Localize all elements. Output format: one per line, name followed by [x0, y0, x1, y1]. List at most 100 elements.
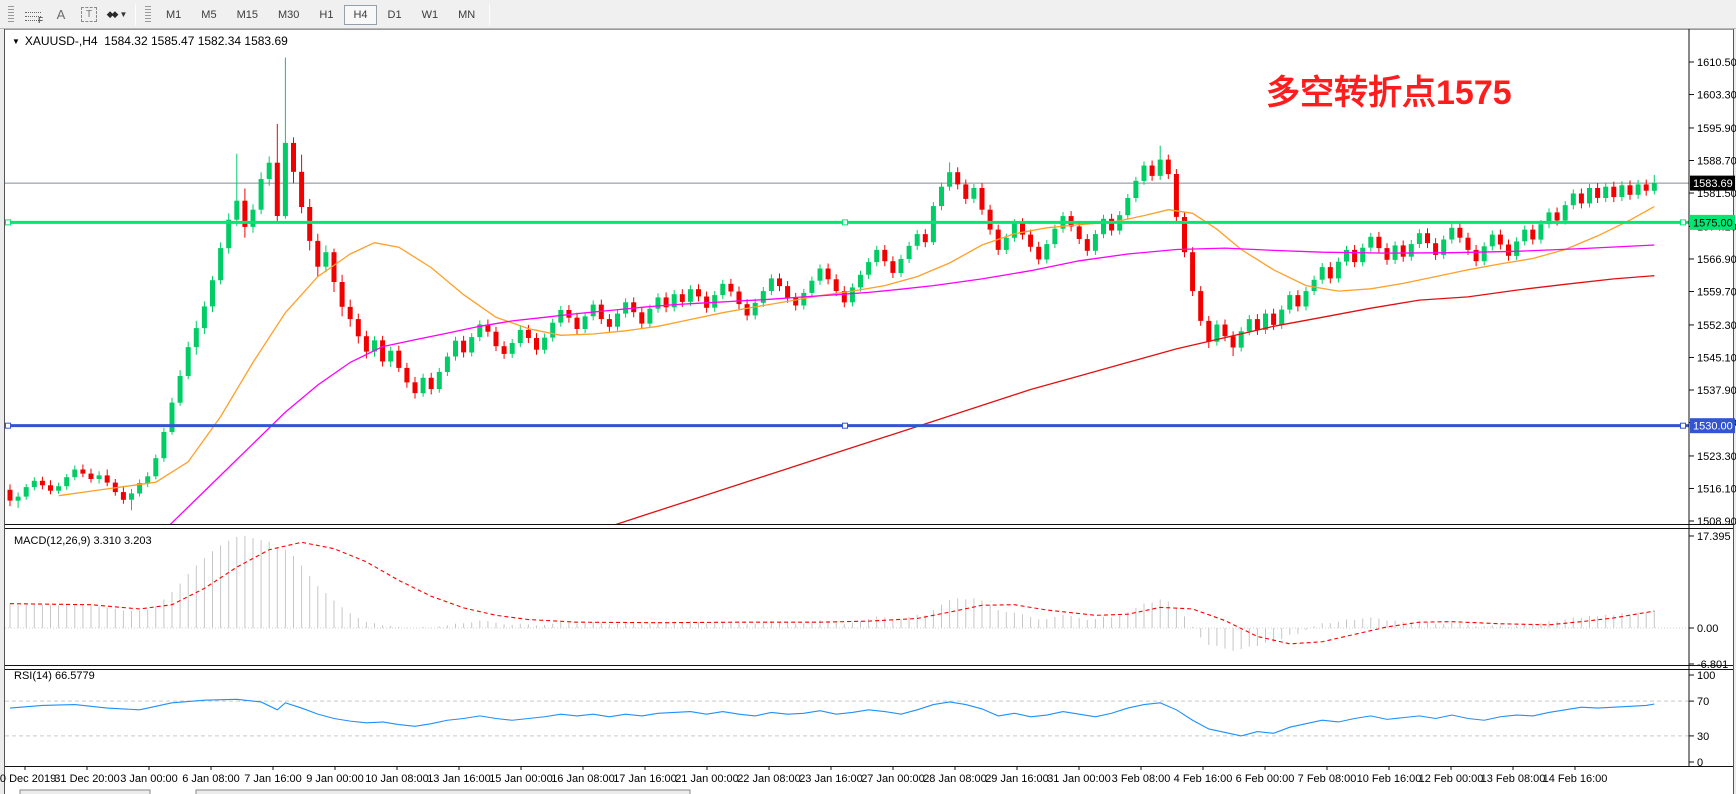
candle-body: [1092, 234, 1098, 251]
candle-body: [1206, 320, 1212, 342]
candle-body: [1190, 252, 1196, 292]
candle-body: [363, 336, 369, 352]
candle-body: [299, 171, 305, 207]
candle-body: [1295, 295, 1301, 307]
timeframe-button-M1[interactable]: M1: [157, 5, 190, 25]
candle-body: [1416, 233, 1422, 244]
support-hline-handle[interactable]: [5, 422, 11, 429]
candle-body: [56, 486, 62, 491]
time-tick-label: 31 Jan 00:00: [1047, 773, 1111, 785]
candle-body: [1238, 331, 1244, 348]
window-right-margin: [1734, 29, 1736, 794]
chevron-down-icon[interactable]: ▼: [119, 10, 128, 19]
label-tool-icon[interactable]: T: [77, 4, 101, 26]
price-tick-label: 1603.30: [1697, 90, 1736, 102]
macd-indicator-label: MACD(12,26,9) 3.310 3.203: [14, 535, 152, 547]
rsi-tick-label: 0: [1697, 757, 1703, 769]
timeframe-button-M30[interactable]: M30: [269, 5, 308, 25]
candle-body: [890, 261, 896, 273]
candle-body: [558, 310, 564, 323]
candle-body: [1011, 223, 1017, 238]
candle-body: [64, 477, 70, 487]
candle-body: [1578, 193, 1584, 204]
support-hline-handle[interactable]: [1680, 422, 1686, 429]
time-tick-label: 6 Jan 08:00: [182, 773, 240, 785]
candle-body: [1287, 295, 1293, 310]
candle-body: [493, 331, 499, 347]
resistance-hline-handle[interactable]: [842, 219, 848, 226]
time-tick-label: 14 Feb 16:00: [1543, 773, 1608, 785]
resistance-hline-handle[interactable]: [5, 219, 11, 226]
candle-body: [1149, 165, 1155, 176]
candle-body: [1489, 234, 1495, 247]
candle-body: [1619, 185, 1625, 197]
support-price-badge[interactable]: [1690, 418, 1735, 434]
candle-body: [1028, 234, 1034, 247]
bottom-tab[interactable]: [19, 789, 151, 794]
text-tool-icon[interactable]: A: [49, 4, 73, 26]
candle-body: [210, 280, 215, 307]
timeframe-button-M15[interactable]: M15: [228, 5, 267, 25]
timeframe-button-MN[interactable]: MN: [449, 5, 484, 25]
candle-body: [1303, 291, 1309, 307]
chart-canvas[interactable]: 1610.501603.301595.901588.701581.501574.…: [0, 29, 1736, 794]
candlestick-series: [7, 57, 1657, 511]
candle-body: [1538, 224, 1544, 240]
arrows-tool-icon[interactable]: ◆◆ ▼: [105, 4, 129, 26]
candle-body: [48, 485, 53, 491]
time-tick-label: 30 Dec 2019: [0, 773, 56, 785]
candle-body: [461, 340, 467, 353]
resistance-hline-handle[interactable]: [1680, 219, 1686, 226]
candle-body: [501, 346, 507, 354]
time-tick-label: 3 Feb 08:00: [1112, 773, 1171, 785]
candle-body: [1165, 159, 1171, 175]
time-tick-label: 21 Jan 00:00: [675, 773, 739, 785]
candle-body: [129, 493, 134, 500]
price-tick-label: 1552.30: [1697, 320, 1736, 332]
candle-body: [1133, 180, 1139, 198]
candle-body: [420, 377, 426, 394]
candle-body: [218, 248, 224, 281]
candle-body: [768, 278, 774, 291]
collapse-triangle-icon[interactable]: ▼: [12, 37, 20, 46]
candle-body: [623, 302, 629, 314]
candle-body: [509, 343, 515, 354]
chart-title: ▼ XAUUSD-,H4 1584.32 1585.47 1582.34 1583…: [12, 34, 288, 48]
candle-body: [104, 475, 110, 483]
timeframe-button-W1[interactable]: W1: [413, 5, 448, 25]
candle-body: [339, 282, 345, 307]
candle-body: [15, 496, 21, 501]
timeframe-button-D1[interactable]: D1: [379, 5, 411, 25]
macd-tick-label: 0.00: [1697, 623, 1718, 635]
price-tick-label: 1559.70: [1697, 287, 1736, 299]
bottom-tab[interactable]: [195, 789, 691, 794]
candle-body: [1344, 249, 1349, 262]
support-hline-handle[interactable]: [842, 422, 848, 429]
candle-body: [1497, 234, 1503, 245]
candle-body: [574, 317, 580, 329]
candle-body: [380, 340, 386, 362]
rsi-indicator-label: RSI(14) 66.5779: [14, 670, 95, 682]
candle-body: [534, 338, 539, 350]
current-price-badge[interactable]: [1690, 175, 1735, 191]
candle-body: [1173, 174, 1179, 217]
timeframe-button-H1[interactable]: H1: [310, 5, 342, 25]
timeframe-button-H4[interactable]: H4: [344, 4, 377, 25]
candle-body: [914, 234, 920, 246]
toolbar-drag-handle[interactable]: [8, 5, 14, 24]
time-tick-label: 17 Jan 16:00: [613, 773, 677, 785]
fibonacci-tool-icon[interactable]: F: [21, 4, 45, 26]
candle-body: [169, 402, 175, 432]
ma-fast-line: [58, 206, 1655, 497]
price-tick-label: 1588.70: [1697, 155, 1736, 167]
resistance-price-badge[interactable]: [1690, 214, 1735, 230]
candle-body: [1506, 244, 1511, 256]
candle-body: [590, 304, 596, 317]
timeframe-button-M5[interactable]: M5: [192, 5, 225, 25]
toolbar-drag-handle[interactable]: [145, 5, 151, 24]
candle-body: [1125, 198, 1131, 216]
candle-body: [647, 308, 653, 324]
candle-body: [679, 294, 685, 302]
chart-text-annotation[interactable]: 多空转折点1575: [1266, 74, 1512, 112]
symbol-period-label: XAUUSD-,H4: [24, 34, 98, 48]
